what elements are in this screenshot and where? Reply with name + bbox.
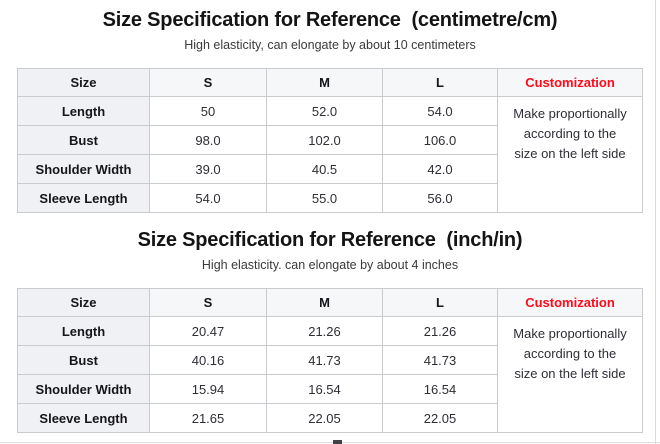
column-header-cell: Size — [17, 68, 150, 97]
section-subtitle: High elasticity, can elongate by about 1… — [184, 38, 476, 52]
table-row: Shoulder Width 39.0 40.5 42.0 — [17, 154, 643, 184]
size-value-cell: 41.73 — [266, 345, 383, 375]
customization-note-line: Make proportionally — [513, 106, 627, 121]
size-value-cell: 21.26 — [266, 316, 383, 346]
row-label-cell: Length — [17, 96, 150, 126]
column-header-cell: M — [266, 68, 383, 97]
spec-section: Size Specification for Reference (inch/i… — [0, 226, 660, 433]
size-value-cell: 15.94 — [149, 374, 267, 404]
size-value-cell: 54.0 — [382, 96, 498, 126]
size-value-cell: 16.54 — [266, 374, 383, 404]
customization-note-line: according to the — [523, 346, 617, 361]
column-header-cell: M — [266, 288, 383, 317]
column-header-cell: S — [149, 288, 267, 317]
column-header-cell: L — [382, 68, 498, 97]
size-value-cell: 20.47 — [149, 316, 267, 346]
size-value-cell: 98.0 — [149, 125, 267, 155]
page-bottom-divider — [0, 442, 660, 443]
column-header-cell: S — [149, 68, 267, 97]
section-title: Size Specification for Reference (inch/i… — [137, 229, 523, 251]
row-label-cell: Length — [17, 316, 150, 346]
customization-note-line: size on the left side — [514, 366, 626, 381]
customization-note-line: size on the left side — [514, 146, 626, 161]
customization-header-cell: Customization — [497, 288, 643, 317]
size-value-cell: 42.0 — [382, 154, 498, 184]
divider-handle-mark — [333, 440, 342, 444]
size-value-cell: 39.0 — [149, 154, 267, 184]
table-row: Length 50 52.0 54.0 Make proportionally accor… — [17, 96, 643, 213]
customization-note-line: Make proportionally — [513, 326, 627, 341]
customization-note-cell: Make proportionally according to the size … — [497, 96, 643, 213]
size-value-cell: 54.0 — [149, 183, 267, 213]
row-label-cell: Bust — [17, 345, 150, 375]
size-value-cell: 22.05 — [266, 403, 383, 433]
page-right-edge-line — [655, 0, 656, 444]
size-value-cell: 102.0 — [266, 125, 383, 155]
customization-note-line: according to the — [523, 126, 617, 141]
spec-section: Size Specification for Reference (centim… — [0, 6, 660, 213]
table-row: Sleeve Length 54.0 55.0 56.0 — [17, 183, 643, 213]
section-title: Size Specification for Reference (centim… — [102, 9, 558, 31]
size-value-cell: 55.0 — [266, 183, 383, 213]
column-header-cell: L — [382, 288, 498, 317]
row-label-cell: Shoulder Width — [17, 154, 150, 184]
table-row: Sleeve Length 21.65 22.05 22.05 — [17, 403, 643, 433]
size-value-cell: 106.0 — [382, 125, 498, 155]
table-row: Length 20.47 21.26 21.26 Make proportionally… — [17, 316, 643, 433]
row-label-cell: Shoulder Width — [17, 374, 150, 404]
size-value-cell: 40.16 — [149, 345, 267, 375]
table-header-row: Size S M L Customization — [17, 68, 643, 97]
size-value-cell: 56.0 — [382, 183, 498, 213]
customization-note-cell: Make proportionally according to the size … — [497, 316, 643, 433]
table-row: Bust 40.16 41.73 41.73 — [17, 345, 643, 375]
section-subtitle: High elasticity. can elongate by about 4… — [201, 258, 459, 272]
row-label-cell: Bust — [17, 125, 150, 155]
size-value-cell: 21.65 — [149, 403, 267, 433]
size-value-cell: 16.54 — [382, 374, 498, 404]
size-value-cell: 41.73 — [382, 345, 498, 375]
table-row: Bust 98.0 102.0 106.0 — [17, 125, 643, 155]
size-value-cell: 40.5 — [266, 154, 383, 184]
table-header-row: Size S M L Customization — [17, 288, 643, 317]
size-value-cell: 22.05 — [382, 403, 498, 433]
size-value-cell: 52.0 — [266, 96, 383, 126]
size-value-cell: 50 — [149, 96, 267, 126]
size-table: Size S M L Customization Length 20.47 21.26 21.2… — [17, 288, 643, 433]
customization-header-cell: Customization — [497, 68, 643, 97]
size-value-cell: 21.26 — [382, 316, 498, 346]
size-table: Size S M L Customization Length 50 52.0 54.0 Make… — [17, 68, 643, 213]
row-label-cell: Sleeve Length — [17, 403, 150, 433]
row-label-cell: Sleeve Length — [17, 183, 150, 213]
column-header-cell: Size — [17, 288, 150, 317]
